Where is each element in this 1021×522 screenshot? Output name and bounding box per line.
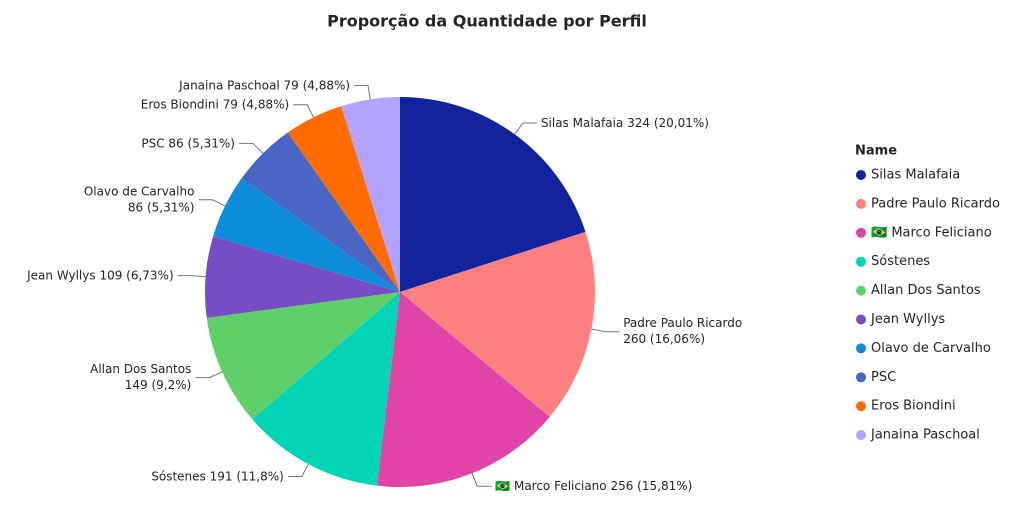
pie-slice: [287, 106, 400, 292]
chart-title: Proporção da Quantidade por Perfil: [327, 12, 647, 31]
leader-line: [239, 142, 264, 154]
legend-marker: [856, 401, 866, 412]
data-label-value: 86 (5,31%): [168, 136, 235, 150]
data-label-value: 79 (4,88%): [223, 97, 290, 111]
legend-label: Olavo de Carvalho: [871, 341, 991, 356]
legend-marker: [856, 343, 866, 354]
legend-marker: [856, 314, 866, 325]
legend-marker: [856, 430, 866, 441]
pie-slice: [252, 292, 400, 486]
data-label: Jean Wyllys 109 (6,73%): [26, 268, 174, 282]
data-label-value: 256 (15,81%): [610, 479, 692, 493]
data-label-name: PSC: [141, 136, 164, 150]
leader-line: [354, 84, 371, 100]
legend-label: Jean Wyllys: [870, 312, 945, 327]
legend-marker: [856, 170, 866, 180]
data-label-value: 109 (6,73%): [99, 268, 173, 282]
leader-line: [177, 275, 206, 278]
data-label-name: Silas Malafaia: [541, 115, 623, 129]
pie-slice: [376, 292, 550, 487]
data-label: 260 (16,06%): [623, 332, 705, 346]
legend-label: Sóstenes: [871, 254, 930, 269]
data-label: Silas Malafaia 324 (20,01%): [541, 115, 709, 129]
data-label: 149 (9,2%): [125, 378, 192, 392]
data-label-value: 79 (4,88%): [284, 78, 351, 92]
data-label: Sóstenes 191 (11,8%): [151, 469, 284, 483]
data-label-name: Eros Biondini: [141, 97, 219, 111]
data-label: 🇧🇷 Marco Feliciano 256 (15,81%): [495, 479, 692, 493]
leader-line: [514, 122, 537, 135]
data-label: 86 (5,31%): [128, 200, 195, 214]
data-label-name: Jean Wyllys: [26, 268, 95, 282]
legend-label: Eros Biondini: [871, 399, 956, 414]
legend-label: Padre Paulo Ricardo: [871, 196, 1000, 211]
data-label-name: Padre Paulo Ricardo: [623, 316, 742, 330]
pie-slice: [241, 132, 400, 292]
pie-slice: [400, 97, 586, 292]
legend-label: PSC: [871, 370, 896, 385]
data-label-name: Allan Dos Santos: [90, 362, 191, 376]
leader-line: [591, 328, 620, 333]
legend-label: Silas Malafaia: [871, 168, 960, 183]
legend-marker: [856, 256, 866, 267]
legend-label: Janaina Paschoal: [870, 428, 980, 443]
data-label: Janaina Paschoal 79 (4,88%): [178, 78, 350, 92]
pie-slice: [341, 97, 400, 292]
data-label: Eros Biondini 79 (4,88%): [141, 97, 289, 111]
legend-marker: [856, 285, 866, 296]
data-label-value: 324 (20,01%): [627, 115, 709, 129]
legend-marker: [856, 372, 866, 383]
data-label-name: 🇧🇷 Marco Feliciano: [495, 479, 606, 493]
leader-line: [195, 371, 223, 379]
data-label-value: 191 (11,8%): [210, 469, 284, 483]
data-label: PSC 86 (5,31%): [141, 136, 235, 150]
legend-label: Allan Dos Santos: [871, 283, 981, 298]
leader-line: [287, 463, 309, 478]
pie-slice: [205, 236, 400, 318]
pie-slice: [400, 231, 595, 417]
data-label-name: Sóstenes: [151, 469, 206, 483]
leader-line: [471, 473, 492, 487]
pie-slice: [213, 178, 400, 292]
leader-line: [293, 104, 314, 118]
data-label-name: Olavo de Carvalho: [84, 184, 195, 198]
legend-label: 🇧🇷 Marco Feliciano: [871, 225, 992, 240]
legend-title: Name: [855, 144, 897, 159]
legend-marker: [856, 227, 866, 238]
pie-slice: [206, 292, 400, 420]
legend-marker: [856, 198, 866, 209]
leader-line: [198, 199, 226, 207]
data-label-name: Janaina Paschoal: [178, 78, 280, 92]
